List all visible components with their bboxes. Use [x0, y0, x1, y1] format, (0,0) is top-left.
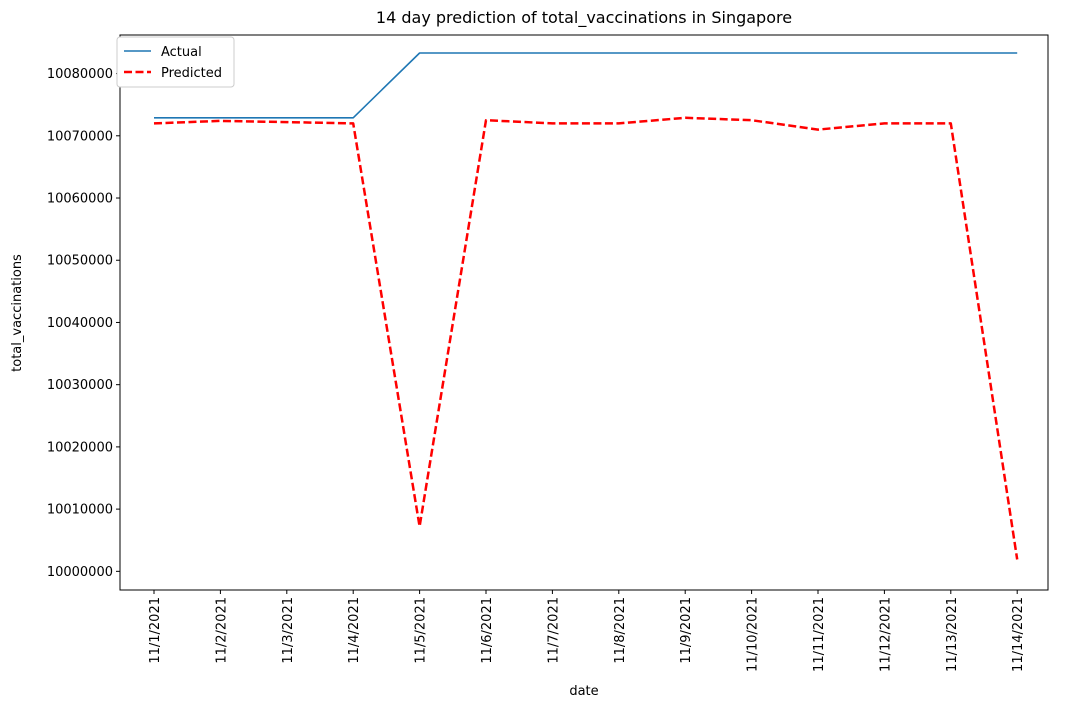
x-tick-label: 11/2/2021 [214, 597, 229, 664]
y-tick-label: 10060000 [47, 192, 113, 207]
legend-label-actual: Actual [161, 45, 202, 60]
x-axis: 11/1/2021 11/2/2021 11/3/2021 11/4/2021 11/5… [148, 590, 1026, 672]
y-axis-label: total_vaccinations [10, 254, 25, 372]
series-layer [153, 52, 1019, 560]
x-tick-label: 11/8/2021 [613, 597, 628, 664]
series-line-actual [154, 52, 1018, 119]
legend-box [116, 36, 235, 88]
y-tick-label: 10000000 [47, 565, 113, 580]
x-tick-label: 11/11/2021 [812, 597, 827, 672]
x-tick-label: 11/5/2021 [414, 597, 429, 664]
x-tick-label: 11/6/2021 [480, 597, 495, 664]
x-tick-label: 11/4/2021 [347, 597, 362, 664]
y-tick-label: 10040000 [47, 316, 113, 331]
x-tick-label: 11/9/2021 [679, 597, 694, 664]
x-tick-label: 11/12/2021 [878, 597, 893, 672]
y-tick-label: 10080000 [47, 67, 113, 82]
y-tick-label: 10020000 [47, 440, 113, 455]
legend: Actual Predicted [116, 36, 235, 88]
y-tick-label: 10070000 [47, 129, 113, 144]
x-axis-label: date [569, 684, 598, 699]
x-tick-label: 11/1/2021 [148, 597, 163, 664]
y-axis: 10000000 10010000 10020000 10030000 10040000… [47, 67, 120, 580]
x-tick-label: 11/13/2021 [945, 597, 960, 672]
series-line-predicted [153, 116, 1019, 560]
x-tick-label: 11/7/2021 [546, 597, 561, 664]
y-tick-label: 10010000 [47, 503, 113, 518]
y-tick-label: 10030000 [47, 378, 113, 393]
y-tick-label: 10050000 [47, 254, 113, 269]
plot-frame [119, 34, 1049, 591]
x-tick-label: 11/14/2021 [1011, 597, 1026, 672]
chart-title: 14 day prediction of total_vaccinations … [376, 8, 792, 28]
x-tick-label: 11/3/2021 [281, 597, 296, 664]
x-tick-label: 11/10/2021 [746, 597, 761, 672]
legend-label-predicted: Predicted [161, 66, 222, 81]
